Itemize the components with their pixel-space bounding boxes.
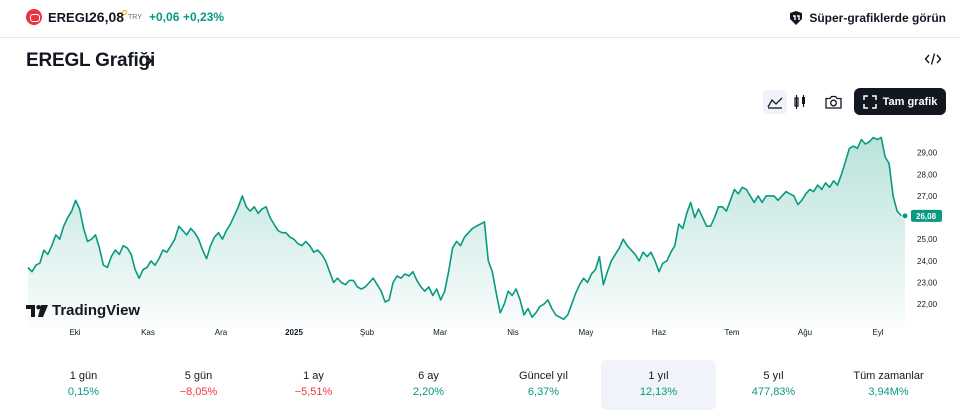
symbol-currency: TRY — [128, 14, 142, 21]
symbol-header: EREGL 26,08 TRY +0,06 +0,23% Süper-grafi… — [0, 0, 960, 38]
tradingview-logo-icon — [26, 304, 48, 317]
fullscreen-icon — [862, 94, 877, 109]
period-option[interactable]: 1 yıl 12,13% — [601, 360, 716, 410]
period-label: 1 yıl — [648, 370, 669, 382]
supercharts-label: Süper-grafiklerde görün — [809, 11, 946, 25]
x-tick-label: May — [578, 328, 593, 337]
period-change: 3,94M% — [868, 386, 909, 398]
period-label: 1 gün — [69, 370, 98, 382]
area-chart-icon — [767, 97, 783, 109]
market-status-icon — [122, 10, 127, 15]
x-tick-label: Şub — [360, 328, 375, 337]
chevron-right-icon[interactable] — [144, 54, 154, 68]
period-label: Güncel yıl — [519, 370, 568, 382]
y-tick-label: 29,00 — [917, 149, 938, 158]
last-price-badge — [911, 209, 942, 222]
y-tick-label: 28,00 — [917, 170, 938, 179]
period-label: 6 ay — [418, 370, 439, 382]
x-tick-label: Ara — [215, 328, 228, 337]
y-tick-label: 27,00 — [917, 192, 938, 201]
supercharts-link[interactable]: Süper-grafiklerde görün — [788, 10, 946, 26]
last-price-dot — [901, 212, 909, 220]
period-label: 5 gün — [184, 370, 213, 382]
candlestick-button[interactable] — [788, 90, 812, 114]
period-change: −5,51% — [294, 386, 333, 398]
price-line — [27, 136, 906, 321]
period-label: 5 yıl — [763, 370, 784, 382]
symbol-price: 26,08 — [89, 9, 125, 25]
period-option[interactable]: 1 ay −5,51% — [256, 360, 371, 410]
symbol-name[interactable]: EREGL — [48, 10, 93, 25]
period-option[interactable]: 5 yıl 477,83% — [716, 360, 831, 410]
x-tick-label: Ağu — [798, 328, 812, 337]
x-tick-label: Eki — [69, 328, 80, 337]
period-selector: 1 gün 0,15% 5 gün −8,05% 1 ay −5,51% 6 ay 2,20%… — [26, 360, 946, 410]
y-tick-label: 22,00 — [917, 300, 938, 309]
period-option[interactable]: Güncel yıl 6,37% — [486, 360, 601, 410]
supercharts-icon — [790, 11, 803, 25]
camera-icon — [824, 95, 842, 109]
symbol-change-percent: +0,23% — [183, 10, 225, 24]
price-area-fill — [28, 137, 905, 328]
period-option[interactable]: 6 ay 2,20% — [371, 360, 486, 410]
period-change: 0,15% — [67, 386, 100, 398]
candlestick-icon — [794, 95, 805, 109]
period-change: 6,37% — [527, 386, 560, 398]
embed-code-icon[interactable] — [924, 50, 942, 68]
x-tick-label: Kas — [141, 328, 155, 337]
period-change: 477,83% — [751, 386, 796, 398]
tradingview-wordmark: TradingView — [52, 302, 141, 319]
x-tick-label: Mar — [433, 328, 447, 337]
tradingview-logo: TradingView — [26, 302, 140, 319]
x-tick-label: 2025 — [285, 328, 303, 337]
x-tick-label: Nis — [507, 328, 519, 337]
x-tick-label: Eyl — [872, 328, 883, 337]
area-chart-button[interactable] — [763, 90, 787, 114]
y-tick-label: 25,00 — [917, 235, 938, 244]
ereğli-logo-icon — [26, 9, 42, 25]
x-tick-label: Haz — [652, 328, 666, 337]
period-change: 12,13% — [639, 386, 678, 398]
chart-title[interactable]: EREGL Grafiği — [26, 50, 156, 71]
period-label: 1 ay — [303, 370, 324, 382]
period-change: −8,05% — [179, 386, 218, 398]
snapshot-button[interactable] — [821, 90, 845, 114]
symbol-change: +0,06 — [149, 10, 180, 24]
last-price-label: 26,08 — [916, 212, 937, 221]
period-option[interactable]: 5 gün −8,05% — [141, 360, 256, 410]
x-tick-label: Tem — [724, 328, 739, 337]
full-chart-button[interactable]: Tam grafik — [854, 88, 946, 115]
y-tick-label: 24,00 — [917, 257, 938, 266]
y-tick-label: 23,00 — [917, 279, 938, 288]
price-chart[interactable]: 29,0028,0027,0026,0025,0024,0023,0022,00… — [0, 118, 960, 343]
period-change: 2,20% — [412, 386, 445, 398]
full-chart-label: Tam grafik — [882, 95, 938, 108]
period-option[interactable]: 1 gün 0,15% — [26, 360, 141, 410]
period-option[interactable]: Tüm zamanlar 3,94M% — [831, 360, 946, 410]
period-label: Tüm zamanlar — [853, 370, 924, 382]
